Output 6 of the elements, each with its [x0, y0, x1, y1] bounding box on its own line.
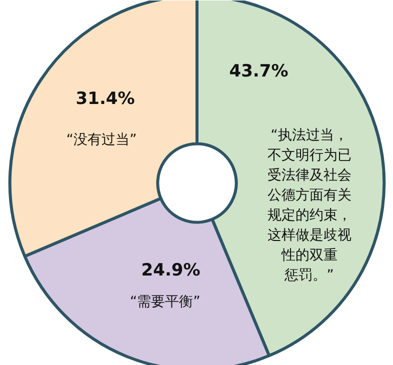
data-label: 43.7%	[229, 61, 288, 82]
slice-label: “执法过当，不文明行为已受法律及社会公德方面有关规定的约束，这样做是歧视性的双重惩罚。”	[267, 127, 352, 284]
data-label: 31.4%	[76, 89, 135, 110]
slice-label: “需要平衡”	[130, 294, 200, 310]
data-label: 24.9%	[141, 260, 200, 281]
slice-label: “没有过当”	[66, 132, 137, 148]
